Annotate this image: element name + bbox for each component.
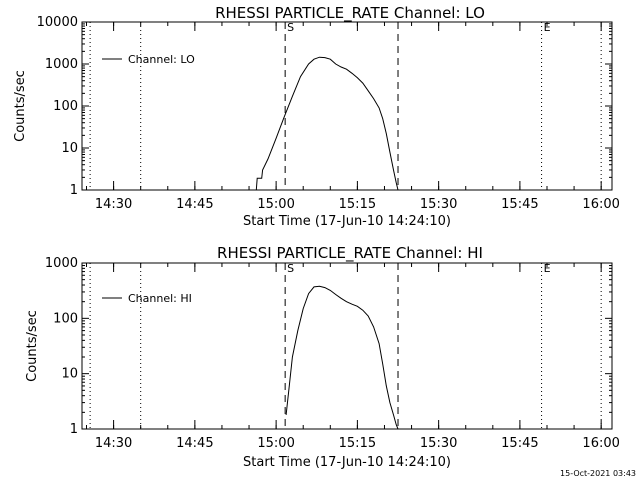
x-tick-label: 15:00	[257, 197, 294, 212]
plot-frame	[81, 21, 613, 191]
footer-timestamp: 15-Oct-2021 03:43	[560, 469, 636, 478]
x-tick-label: 14:30	[95, 197, 132, 212]
x-tick-label: 15:45	[501, 436, 538, 451]
x-tick-label: 15:15	[339, 197, 376, 212]
x-tick-label: 15:30	[420, 436, 457, 451]
y-tick-label: 100	[53, 99, 78, 114]
x-tick-label: 15:15	[339, 436, 376, 451]
series-line-lo	[255, 56, 399, 191]
y-axis-ticks: 1 10 100 1000	[45, 256, 612, 437]
legend-label: Channel: LO	[128, 53, 195, 66]
event-marker-label: S	[287, 262, 294, 275]
x-axis-ticks: 14:30 14:45 15:00 15:15 15:30 15:45 16:00	[86, 263, 620, 451]
y-tick-label: 1000	[45, 256, 78, 271]
x-tick-label: 14:45	[176, 436, 213, 451]
x-tick-label: 14:45	[176, 197, 213, 212]
x-tick-label: 15:30	[420, 197, 457, 212]
y-tick-label: 10000	[37, 15, 78, 30]
legend-label: Channel: HI	[128, 292, 192, 305]
y-tick-label: 1000	[45, 57, 78, 72]
x-tick-label: 16:00	[582, 197, 619, 212]
x-tick-label: 16:00	[582, 436, 619, 451]
y-tick-label: 10	[61, 141, 78, 156]
y-axis-label: Counts/sec	[13, 70, 28, 142]
x-tick-label: 15:00	[257, 436, 294, 451]
y-tick-label: 10	[61, 367, 78, 382]
y-tick-label: 1	[70, 183, 78, 198]
x-tick-label: 14:30	[95, 436, 132, 451]
x-axis-ticks: 14:30 14:45 15:00 15:15 15:30 15:45 16:00	[86, 22, 620, 212]
event-marker-label: S	[287, 21, 294, 34]
y-tick-label: 1	[70, 422, 78, 437]
y-tick-label: 100	[53, 311, 78, 326]
chart-title: RHESSI PARTICLE_RATE Channel: HI	[217, 244, 483, 263]
plot-frame	[81, 262, 613, 430]
event-marker-label: E	[544, 262, 551, 275]
series-line-hi	[285, 285, 399, 430]
x-axis-label: Start Time (17-Jun-10 14:24:10)	[243, 455, 451, 470]
x-tick-label: 15:45	[501, 197, 538, 212]
y-axis-ticks: 1 10 100 1000 10000	[37, 15, 612, 198]
chart-title: RHESSI PARTICLE_RATE Channel: LO	[215, 4, 485, 23]
x-axis-label: Start Time (17-Jun-10 14:24:10)	[243, 214, 451, 229]
y-axis-label: Counts/sec	[25, 310, 40, 382]
event-marker-label: E	[544, 21, 551, 34]
